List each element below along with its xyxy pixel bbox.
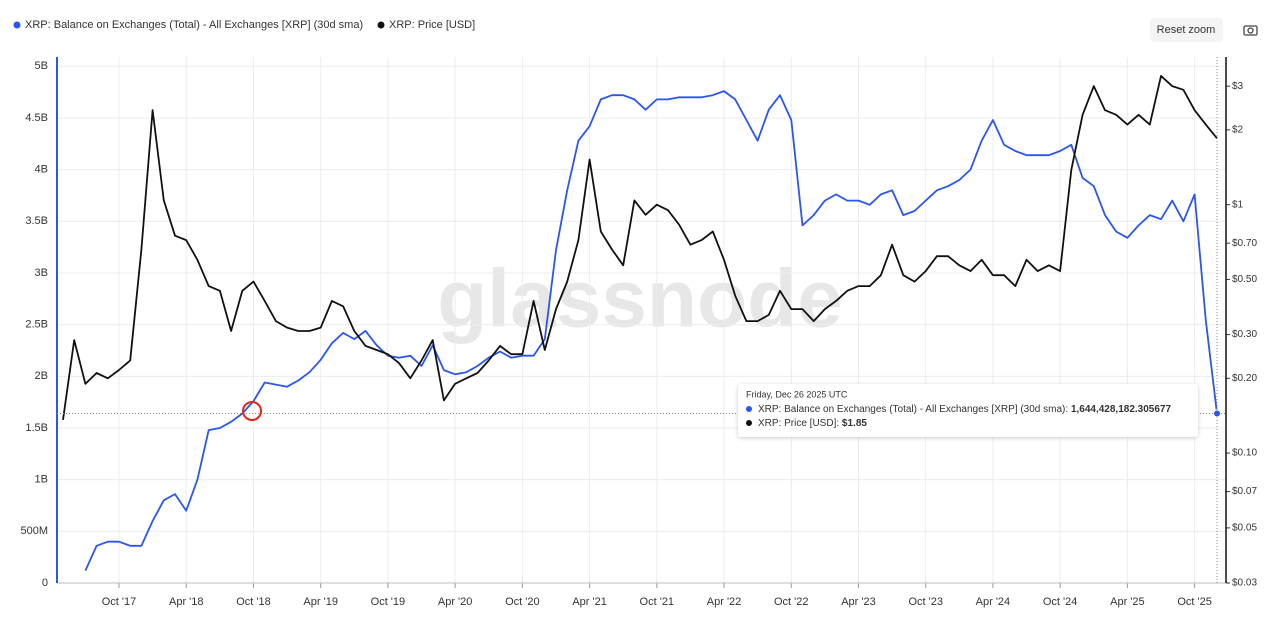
x-tick-label: Oct '24 bbox=[1043, 596, 1078, 608]
y-tick-label: 4.5B bbox=[25, 112, 48, 124]
y-tick-label: 5B bbox=[35, 60, 48, 72]
hover-point bbox=[1213, 409, 1221, 418]
tooltip-value: 1,644,428,182.305677 bbox=[1071, 404, 1172, 415]
y2-tick-label: $0.03 bbox=[1232, 578, 1257, 589]
legend-marker bbox=[377, 21, 385, 29]
y2-tick-label: $1 bbox=[1232, 199, 1244, 210]
x-tick-label: Apr '18 bbox=[169, 596, 204, 608]
tooltip-value: $1.85 bbox=[842, 418, 867, 429]
y2-tick-label: $3 bbox=[1232, 81, 1244, 92]
legend-entry[interactable]: XRP: Balance on Exchanges (Total) - All … bbox=[25, 19, 363, 31]
tooltip-box bbox=[738, 384, 1198, 437]
y2-tick-label: $0.07 bbox=[1232, 486, 1257, 497]
x-tick-label: Apr '19 bbox=[303, 596, 338, 608]
tooltip-row: XRP: Balance on Exchanges (Total) - All … bbox=[758, 404, 1171, 415]
series-line bbox=[62, 75, 1218, 421]
x-tick-label: Apr '21 bbox=[572, 596, 607, 608]
legend-marker bbox=[13, 21, 21, 29]
y-tick-label: 1.5B bbox=[25, 422, 48, 434]
x-tick-label: Oct '25 bbox=[1177, 596, 1212, 608]
tooltip-date: Friday, Dec 26 2025 UTC bbox=[746, 389, 848, 399]
x-tick-label: Oct '17 bbox=[102, 596, 137, 608]
x-tick-label: Oct '19 bbox=[371, 596, 406, 608]
tooltip-name: XRP: Balance on Exchanges (Total) - All … bbox=[758, 404, 1068, 415]
y-tick-label: 0 bbox=[42, 577, 48, 589]
y-tick-label: 2B bbox=[35, 370, 48, 382]
x-tick-label: Oct '23 bbox=[908, 596, 943, 608]
y-tick-label: 2.5B bbox=[25, 319, 48, 331]
y-tick-label: 3B bbox=[35, 267, 48, 279]
tooltip-marker bbox=[746, 406, 752, 412]
x-tick-label: Apr '22 bbox=[707, 596, 742, 608]
x-tick-label: Apr '23 bbox=[841, 596, 876, 608]
y2-tick-label: $2 bbox=[1232, 125, 1244, 136]
x-tick-label: Apr '24 bbox=[976, 596, 1011, 608]
y2-tick-label: $0.70 bbox=[1232, 238, 1257, 249]
y-tick-label: 500M bbox=[20, 525, 48, 537]
tooltip-marker bbox=[746, 420, 752, 426]
tooltip-row: XRP: Price [USD]: $1.85 bbox=[758, 418, 867, 429]
series-line bbox=[84, 90, 1218, 571]
y-tick-label: 4B bbox=[35, 164, 48, 176]
x-tick-label: Oct '18 bbox=[236, 596, 271, 608]
tooltip: Friday, Dec 26 2025 UTC XRP: Balance on … bbox=[738, 384, 1198, 437]
y2-tick-label: $0.10 bbox=[1232, 448, 1257, 459]
reset-zoom-label[interactable]: Reset zoom bbox=[1157, 24, 1216, 36]
x-tick-label: Apr '20 bbox=[438, 596, 473, 608]
x-tick-label: Apr '25 bbox=[1110, 596, 1145, 608]
y2-tick-label: $0.20 bbox=[1232, 373, 1257, 384]
x-tick-label: Oct '20 bbox=[505, 596, 540, 608]
x-tick-label: Oct '21 bbox=[640, 596, 675, 608]
camera-icon[interactable] bbox=[1243, 25, 1258, 36]
tooltip-name: XRP: Price [USD]: bbox=[758, 418, 839, 429]
y2-tick-label: $0.50 bbox=[1232, 274, 1257, 285]
y2-tick-label: $0.05 bbox=[1232, 523, 1257, 534]
y-tick-label: 3.5B bbox=[25, 215, 48, 227]
watermark: glassnode bbox=[437, 254, 843, 345]
x-tick-label: Oct '22 bbox=[774, 596, 809, 608]
y2-tick-label: $0.30 bbox=[1232, 329, 1257, 340]
legend-entry[interactable]: XRP: Price [USD] bbox=[389, 19, 475, 31]
y-tick-label: 1B bbox=[35, 474, 48, 486]
reset-zoom-button[interactable] bbox=[1150, 18, 1223, 42]
annotation-circle bbox=[242, 401, 262, 421]
